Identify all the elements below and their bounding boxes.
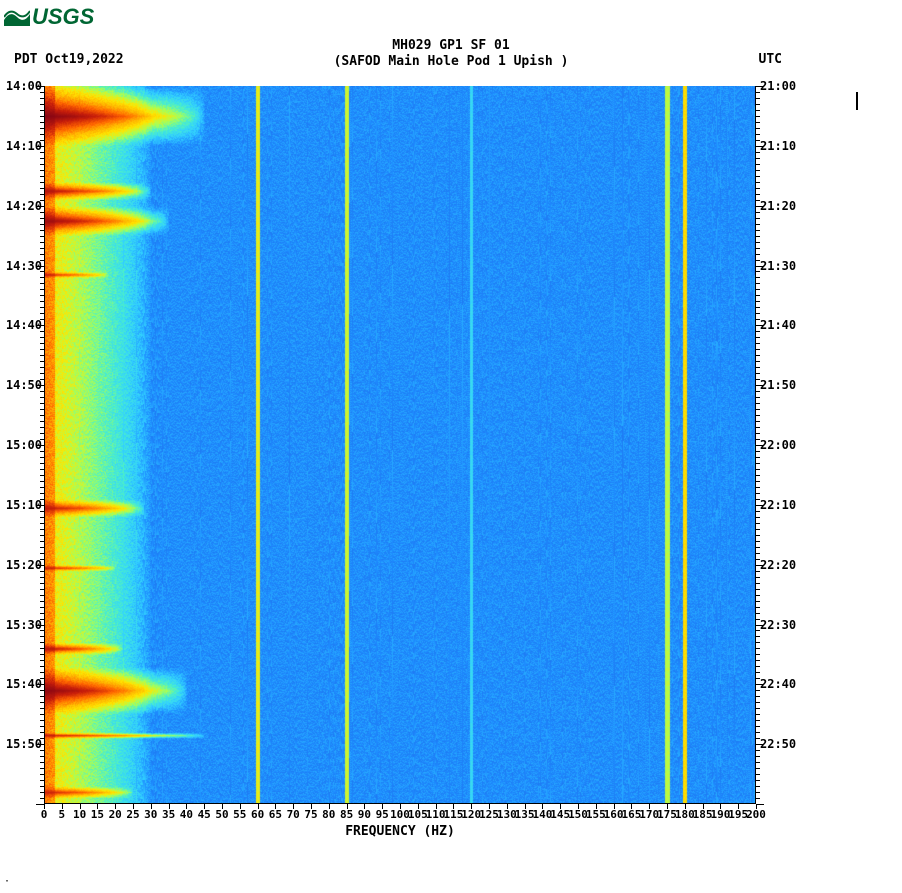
y-right-tick-label: 21:40 [760, 318, 808, 332]
y-right-tick-label: 21:20 [760, 199, 808, 213]
y-right-tick-label: 21:50 [760, 378, 808, 392]
y-right-tick-label: 21:30 [760, 259, 808, 273]
y-right-tick-label: 22:00 [760, 438, 808, 452]
spectrogram-plot [44, 86, 756, 804]
y-right-tick-label: 22:10 [760, 498, 808, 512]
y-right-tick-label: 21:10 [760, 139, 808, 153]
y-right-tick-label: 22:20 [760, 558, 808, 572]
axis-right [755, 86, 756, 804]
x-axis-ticks [44, 804, 756, 810]
y-right-tick-label: 22:40 [760, 677, 808, 691]
corner-mark: · [4, 876, 10, 887]
y-right-tick-label: 22:50 [760, 737, 808, 751]
usgs-wave-icon [4, 8, 30, 26]
axis-bottom [44, 803, 756, 804]
x-axis-title: FREQUENCY (HZ) [44, 824, 756, 839]
side-mark [856, 92, 858, 110]
pdt-date-label: PDT Oct19,2022 [14, 52, 124, 67]
utc-label: UTC [759, 52, 782, 67]
usgs-logo-text: USGS [32, 4, 94, 30]
y-right-tick-label: 22:30 [760, 618, 808, 632]
y-right-tick-label: 21:00 [760, 79, 808, 93]
y-axis-right-labels: 21:0021:1021:2021:3021:4021:5022:0022:10… [760, 86, 808, 804]
axis-left [44, 86, 45, 804]
usgs-logo: USGS [4, 4, 94, 30]
y-axis-right-ticks [756, 86, 766, 804]
spectrogram-canvas [44, 86, 756, 804]
x-axis-labels: 0510152025303540455055606570758085909510… [44, 808, 756, 822]
y-axis-left-ticks [34, 86, 44, 804]
